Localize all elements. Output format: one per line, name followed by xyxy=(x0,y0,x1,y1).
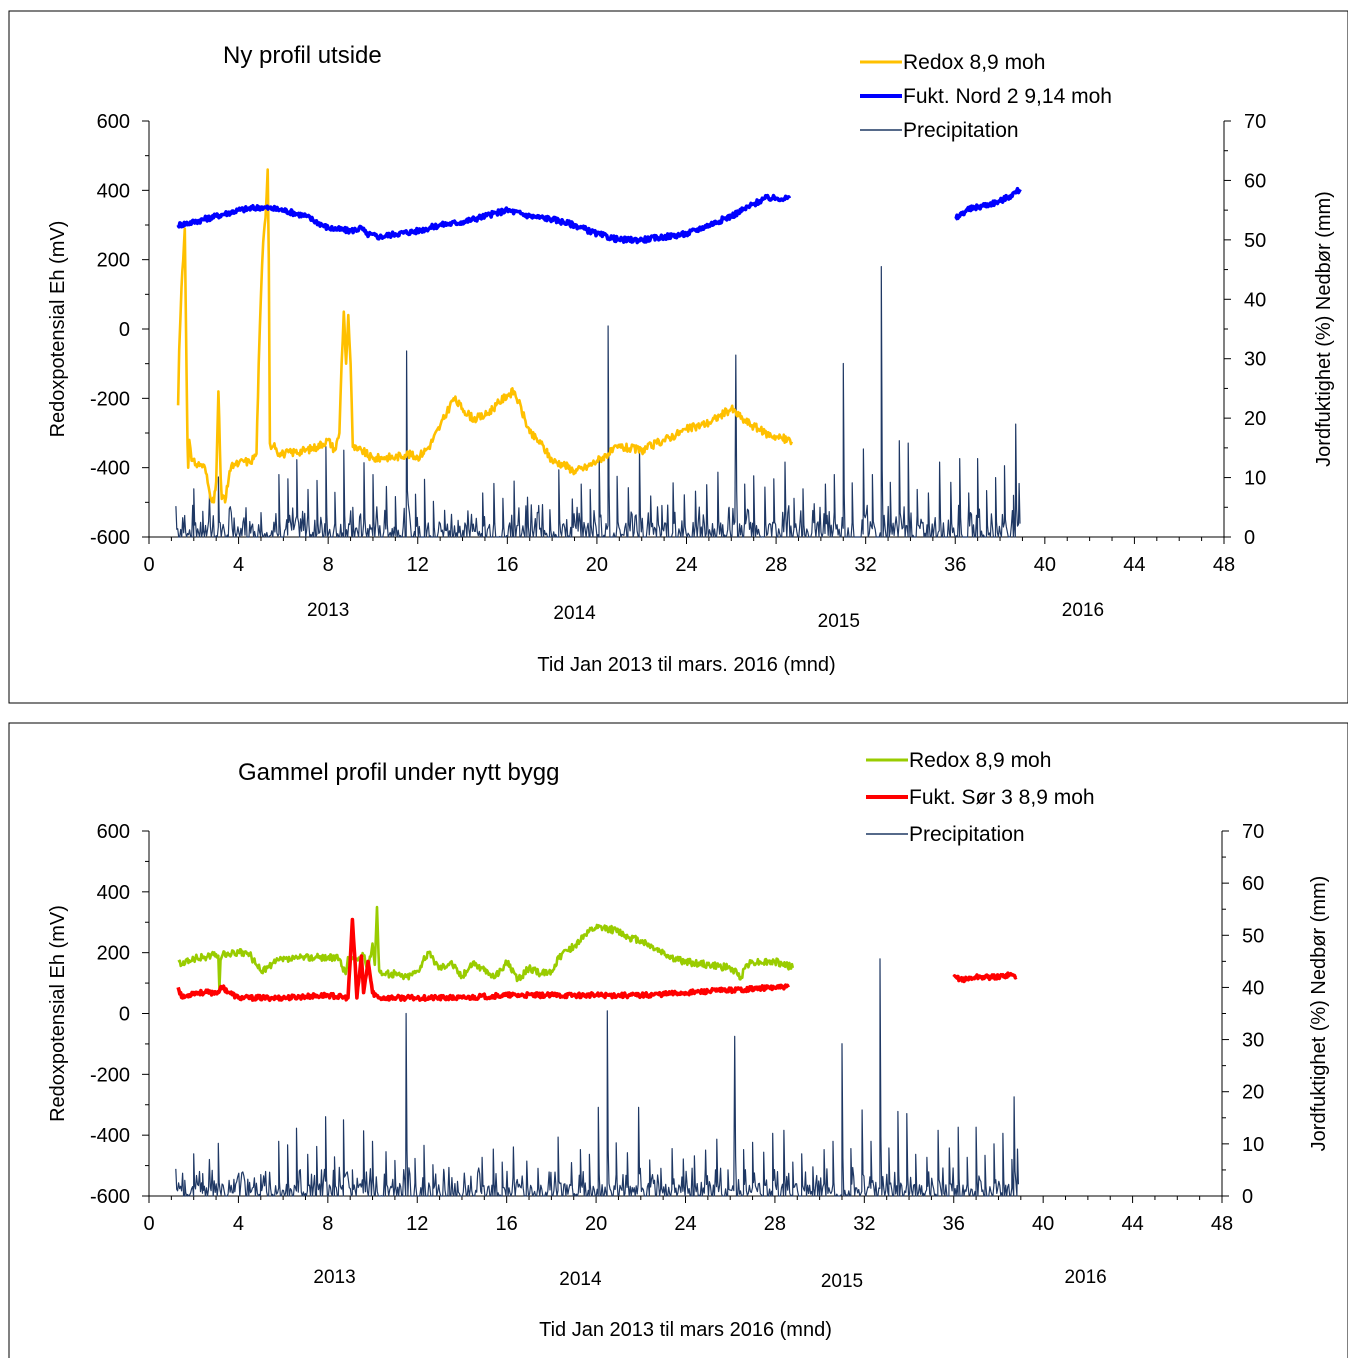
year-label: 2014 xyxy=(553,603,596,624)
year-label: 2016 xyxy=(1064,1267,1106,1288)
y-tick-label: 400 xyxy=(97,882,130,904)
y2-tick-label: 10 xyxy=(1244,468,1266,490)
y2-tick-label: 50 xyxy=(1244,230,1266,252)
x-tick-label: 24 xyxy=(675,554,697,576)
x-tick-label: 16 xyxy=(496,1213,518,1235)
y-tick-label: 600 xyxy=(97,821,130,843)
chart-panel-2: Gammel profil under nytt bygg -600 -400 -20… xyxy=(0,715,1348,1358)
x-tick-label: 8 xyxy=(323,554,334,576)
year-label: 2013 xyxy=(313,1267,355,1288)
year-label: 2015 xyxy=(818,611,860,632)
y-tick-label: -400 xyxy=(90,1125,130,1147)
y2-tick-label: 50 xyxy=(1242,925,1264,947)
chart-ny-profil: Ny profil utside-600-400-200020040060001… xyxy=(8,10,1348,704)
x-axis-label: Tid Jan 2013 til mars. 2016 (mnd) xyxy=(537,654,835,676)
x-tick-label: 36 xyxy=(943,1213,965,1235)
y2-tick-label: 10 xyxy=(1242,1134,1264,1156)
y2-tick-label: 40 xyxy=(1244,289,1266,311)
series-line-redox xyxy=(177,905,795,991)
series-line-moisture xyxy=(952,971,1018,984)
series-line-moisture xyxy=(176,193,792,245)
x-tick-label: 28 xyxy=(765,554,787,576)
y2-axis-label: Jordfuktighet (%) Nedbør (mm) xyxy=(1313,191,1335,467)
x-tick-label: 12 xyxy=(406,1213,428,1235)
legend-label: Redox 8,9 moh xyxy=(909,749,1051,772)
y-tick-label: 200 xyxy=(97,250,130,272)
x-tick-label: 44 xyxy=(1123,554,1145,576)
series-line-redox xyxy=(176,168,794,504)
y-tick-label: 0 xyxy=(119,319,130,341)
y-tick-label: 400 xyxy=(97,180,130,202)
chart-panel-1: Ny profil utside -600 -400 -200 0 200 400 600 0 1… xyxy=(8,10,1348,704)
x-tick-label: 0 xyxy=(143,1213,154,1235)
series-precipitation-line xyxy=(175,266,1021,538)
chart-frame xyxy=(8,10,1348,704)
y2-tick-label: 70 xyxy=(1242,821,1264,843)
legend-label: Precipitation xyxy=(909,823,1025,846)
y-tick-label: -600 xyxy=(90,1186,130,1208)
y2-tick-label: 70 xyxy=(1244,111,1266,133)
year-label: 2014 xyxy=(559,1269,602,1290)
series-line-moisture xyxy=(954,186,1022,221)
y2-tick-label: 60 xyxy=(1242,873,1264,895)
x-tick-label: 32 xyxy=(853,1213,875,1235)
year-label: 2015 xyxy=(821,1271,863,1292)
legend-label: Fukt. Sør 3 8,9 moh xyxy=(909,786,1095,809)
y2-axis-label: Jordfuktighet (%) Nedbør (mm) xyxy=(1308,876,1330,1152)
y2-tick-label: 20 xyxy=(1244,408,1266,430)
y2-tick-label: 40 xyxy=(1242,977,1264,999)
y2-tick-label: 0 xyxy=(1242,1186,1253,1208)
chart-gammel-profil: Gammel profil under nytt bygg -600 -400 -20… xyxy=(8,722,1348,1358)
x-tick-label: 32 xyxy=(855,554,877,576)
x-tick-label: 12 xyxy=(407,554,429,576)
y-tick-label: -400 xyxy=(90,458,130,480)
y-tick-label: -200 xyxy=(90,388,130,410)
x-tick-label: 40 xyxy=(1034,554,1056,576)
series-precipitation-line xyxy=(175,958,1019,1197)
y-axis-label: Redoxpotensial Eh (mV) xyxy=(47,905,69,1122)
x-tick-label: 20 xyxy=(586,554,608,576)
chart-frame xyxy=(8,722,1348,1358)
chart-title: Ny profil utside xyxy=(223,42,382,69)
y2-tick-label: 20 xyxy=(1242,1082,1264,1104)
x-tick-label: 4 xyxy=(233,1213,244,1235)
year-label: 2016 xyxy=(1062,600,1104,621)
x-axis-label: Tid Jan 2013 til mars 2016 (mnd) xyxy=(539,1319,832,1341)
y2-tick-label: 30 xyxy=(1242,1030,1264,1052)
y-axis-label: Redoxpotensial Eh (mV) xyxy=(47,221,69,438)
y2-tick-label: 30 xyxy=(1244,349,1266,371)
x-tick-label: 36 xyxy=(944,554,966,576)
x-tick-label: 16 xyxy=(496,554,518,576)
x-tick-label: 20 xyxy=(585,1213,607,1235)
x-tick-label: 28 xyxy=(764,1213,786,1235)
x-tick-label: 40 xyxy=(1032,1213,1054,1235)
x-tick-label: 4 xyxy=(233,554,244,576)
y-tick-label: 0 xyxy=(119,1004,130,1026)
x-tick-label: 8 xyxy=(322,1213,333,1235)
x-tick-label: 48 xyxy=(1211,1213,1233,1235)
y-tick-label: -200 xyxy=(90,1064,130,1086)
x-tick-label: 44 xyxy=(1121,1213,1143,1235)
y2-tick-label: 0 xyxy=(1244,527,1255,549)
chart-title: Gammel profil under nytt bygg xyxy=(238,759,559,786)
legend-label: Redox 8,9 moh xyxy=(903,51,1045,74)
y-tick-label: 600 xyxy=(97,111,130,133)
year-label: 2013 xyxy=(307,600,349,621)
x-tick-label: 24 xyxy=(674,1213,696,1235)
series-line-moisture xyxy=(176,917,790,1002)
legend-label: Fukt. Nord 2 9,14 moh xyxy=(903,85,1112,108)
legend-label: Precipitation xyxy=(903,119,1019,142)
y-tick-label: -600 xyxy=(90,527,130,549)
x-tick-label: 0 xyxy=(143,554,154,576)
y2-tick-label: 60 xyxy=(1244,170,1266,192)
x-tick-label: 48 xyxy=(1213,554,1235,576)
y-tick-label: 200 xyxy=(97,943,130,965)
